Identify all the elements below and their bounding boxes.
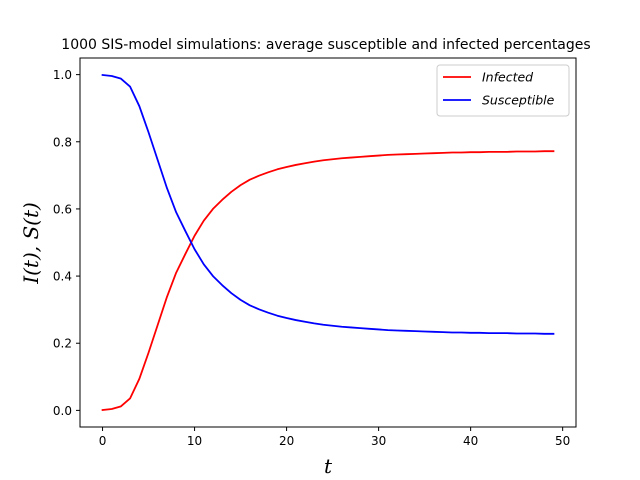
x-tick-label: 20 (279, 434, 294, 448)
axes-background (80, 58, 576, 427)
series-line-infected (101, 150, 555, 412)
y-tick-label: 0.2 (53, 337, 72, 351)
plot-area: 0 10 20 30 40 50 0.0 0.2 0.4 0.6 0.8 1.0 (53, 57, 577, 448)
chart-title: 1000 SIS-model simulations: average susc… (61, 37, 590, 53)
y-tick-label: 0.0 (53, 404, 72, 418)
legend-label-infected: Infected (482, 70, 533, 85)
y-tick-label: 0.8 (53, 135, 72, 149)
x-axis-label: t (324, 454, 333, 478)
x-tick-label: 0 (99, 434, 107, 448)
x-axis-ticks: 0 10 20 30 40 50 (99, 427, 570, 448)
y-tick-label: 0.4 (53, 270, 72, 284)
series-layer (101, 73, 555, 412)
legend-label-susceptible: Susceptible (482, 93, 555, 108)
legend: Infected Susceptible (436, 64, 570, 117)
x-tick-label: 40 (463, 434, 478, 448)
y-tick-label: 1.0 (53, 68, 72, 82)
x-tick-label: 50 (555, 434, 570, 448)
y-axis-ticks: 0.0 0.2 0.4 0.6 0.8 1.0 (53, 68, 80, 418)
axes-frame (79, 57, 577, 428)
y-tick-label: 0.6 (53, 202, 72, 216)
series-line-susceptible (101, 73, 555, 335)
x-tick-label: 10 (187, 434, 202, 448)
x-tick-label: 30 (371, 434, 386, 448)
y-axis-label: I(t), S(t) (19, 202, 43, 285)
